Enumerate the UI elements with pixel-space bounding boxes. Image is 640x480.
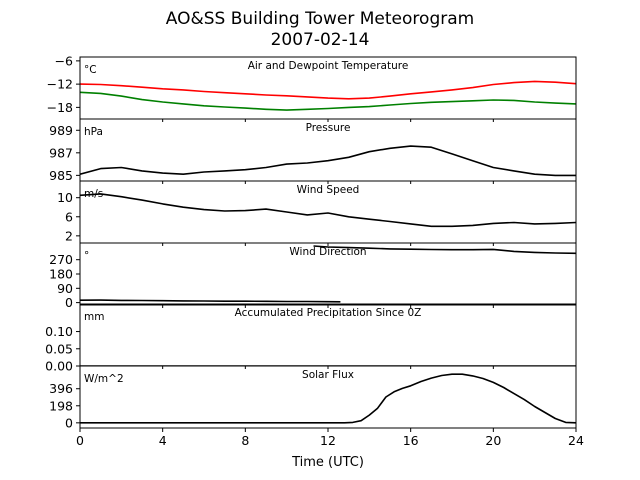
panel-3-series-group <box>80 245 576 303</box>
panel-1: 989 987 985 Pressure hPa <box>49 118 577 184</box>
panel-2-ytick-label-1: 6 <box>65 209 73 224</box>
figure-title-line2: 2007-02-14 <box>271 30 370 50</box>
x-tick-label-1: 4 <box>159 433 167 448</box>
panel-5-unit: W/m^2 <box>84 373 124 385</box>
x-tick-label-0: 0 <box>76 433 84 448</box>
panel-5-series-0 <box>80 373 576 424</box>
panel-0-series-group <box>80 80 576 111</box>
x-tick-label-6: 24 <box>568 433 584 448</box>
panel-2-ytick-label-0: 10 <box>57 190 73 205</box>
panel-3-unit: ° <box>84 250 89 262</box>
x-tick-label-4: 16 <box>403 433 419 448</box>
panel-4-ytick-label-1: 0.05 <box>45 341 73 356</box>
panel-5-title: Solar Flux <box>302 369 354 381</box>
panel-1-unit: hPa <box>84 126 103 138</box>
panel-4-unit: mm <box>84 311 104 323</box>
panel-1-series-group <box>80 145 576 177</box>
panel-0-series-0 <box>80 80 576 100</box>
panel-3-ytick-label-2: 90 <box>57 281 73 296</box>
panel-3-series-1 <box>313 245 576 255</box>
panel-3-ytick-label-3: 0 <box>65 295 73 310</box>
panel-0-ytick-label-0: −6 <box>55 53 73 68</box>
panel-2-unit: m/s <box>84 188 103 200</box>
panels-group: −6 −12 −18 Air and Dewpoint Temperature °C 98… <box>45 53 577 430</box>
panel-2-ytick-label-2: 2 <box>65 228 73 243</box>
panel-1-ytick-label-0: 989 <box>49 123 73 138</box>
x-tick-label-2: 8 <box>241 433 249 448</box>
panel-4: 0.10 0.05 0.00 Accumulated Precipitation Si… <box>45 303 577 374</box>
panel-3-ytick-label-0: 270 <box>49 252 73 267</box>
panel-3-ytick-label-1: 180 <box>49 267 73 282</box>
x-axis: 0 4 8 12 16 20 24 <box>76 428 584 448</box>
x-tick-label-3: 12 <box>320 433 336 448</box>
panel-4-ytick-label-2: 0.00 <box>45 359 73 374</box>
panel-2-title: Wind Speed <box>297 184 360 196</box>
panel-2-series-group <box>80 193 576 228</box>
panel-0-ytick-label-2: −18 <box>47 100 73 115</box>
panel-0-unit: °C <box>84 64 97 76</box>
panel-0-series-1 <box>80 91 576 111</box>
panel-1-ytick-label-2: 985 <box>49 168 73 183</box>
panel-2-series-0 <box>80 193 576 228</box>
panel-5: 396 198 0 Solar Flux W/m^2 <box>49 365 577 430</box>
panel-5-ytick-label-2: 0 <box>65 415 73 430</box>
panel-1-ytick-label-1: 987 <box>49 145 73 160</box>
panel-1-series-0 <box>80 145 576 177</box>
panel-0: −6 −12 −18 Air and Dewpoint Temperature °C <box>47 53 577 122</box>
panel-3-title: Wind Direction <box>289 246 366 258</box>
panel-0-title: Air and Dewpoint Temperature <box>248 60 409 72</box>
panel-4-ytick-label-0: 0.10 <box>45 324 73 339</box>
panel-2: 10 6 2 Wind Speed m/s <box>57 180 577 246</box>
panel-5-series-group <box>80 373 576 424</box>
panel-1-title: Pressure <box>306 122 351 134</box>
panel-3-series-0 <box>80 299 341 303</box>
x-tick-label-5: 20 <box>485 433 501 448</box>
panel-4-title: Accumulated Precipitation Since 0Z <box>235 307 422 319</box>
x-axis-label: Time (UTC) <box>291 455 364 470</box>
panel-5-ytick-label-1: 198 <box>49 398 73 413</box>
panel-5-ytick-label-0: 396 <box>49 381 73 396</box>
figure-title-line1: AO&SS Building Tower Meteorogram <box>166 9 474 29</box>
panel-0-ytick-label-1: −12 <box>47 77 73 92</box>
